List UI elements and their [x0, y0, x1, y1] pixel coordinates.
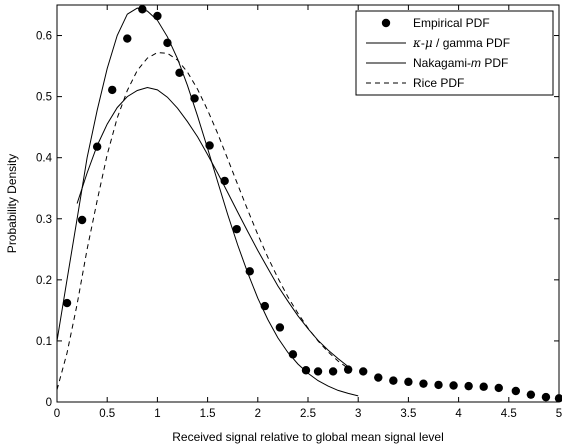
legend-mu-symbol: μ — [425, 36, 433, 50]
empirical-point — [541, 392, 551, 402]
empirical-point — [205, 141, 214, 150]
legend-item-rice: Rice PDF — [366, 76, 464, 90]
empirical-point — [464, 381, 473, 391]
legend-label-kappa-mu: κ-μ / gamma PDF — [412, 36, 510, 50]
empirical-point — [260, 301, 270, 311]
empirical-point — [175, 68, 184, 77]
y-tick-label: 0.3 — [36, 214, 52, 226]
empirical-point — [190, 94, 199, 103]
empirical-point — [404, 377, 413, 387]
x-tick-label: 0 — [54, 408, 60, 420]
empirical-point — [343, 365, 353, 374]
y-tick-label: 0.2 — [36, 275, 52, 287]
x-tick-label: 4.5 — [501, 408, 517, 420]
legend-label-rice: Rice PDF — [413, 76, 464, 90]
empirical-point — [449, 381, 458, 390]
axis-ticks: 0 0.5 1 1.5 2 2.5 3 3.5 4 4.5 5 0 0.1 0.2 0.3 0.4 0.5 0.6 — [36, 5, 562, 420]
empirical-point — [313, 367, 323, 376]
empirical-point — [434, 380, 443, 390]
x-tick-label: 3.5 — [400, 408, 416, 420]
y-tick-label: 0.1 — [36, 336, 52, 348]
legend-kappa-symbol: κ — [412, 36, 421, 50]
curve-rice — [56, 52, 349, 390]
series-curves — [56, 7, 359, 397]
empirical-point — [479, 382, 488, 391]
legend: Empirical PDF κ-μ / gamma PDF Nakagami-m… — [355, 10, 554, 96]
empirical-point — [554, 394, 562, 403]
empirical-point — [494, 383, 503, 393]
empirical-point — [288, 350, 298, 359]
empirical-point — [389, 376, 398, 385]
empirical-point — [123, 34, 132, 43]
y-tick-label: 0.6 — [36, 31, 52, 43]
legend-item-kappa-mu: κ-μ / gamma PDF — [366, 36, 510, 50]
legend-marker-empirical — [381, 18, 391, 28]
legend-item-nakagami: Nakagami-m PDF — [366, 56, 508, 70]
empirical-point — [419, 379, 428, 388]
empirical-point — [301, 366, 311, 375]
empirical-point — [92, 142, 102, 151]
y-tick-label: 0 — [46, 397, 52, 409]
x-tick-label: 1 — [154, 408, 160, 420]
curve-kappa-mu — [56, 7, 359, 397]
empirical-point — [328, 367, 338, 376]
x-tick-label: 5 — [556, 408, 562, 420]
legend-hyphen: - — [421, 36, 425, 50]
plot-area: 0 0.5 1 1.5 2 2.5 3 3.5 4 4.5 5 0 0.1 0.2 0.3 0.4 0.5 0.6 — [36, 4, 562, 420]
x-tick-label: 4 — [455, 408, 462, 420]
empirical-point — [359, 367, 368, 376]
y-tick-label: 0.4 — [36, 153, 53, 165]
empirical-point — [526, 390, 536, 399]
x-tick-label: 3 — [355, 408, 361, 420]
legend-nakagami-prefix: Nakagami- — [413, 56, 471, 70]
x-tick-label: 2.5 — [300, 408, 316, 420]
empirical-point — [153, 11, 162, 21]
x-tick-label: 0.5 — [99, 408, 115, 420]
empirical-point — [275, 323, 285, 332]
empirical-point — [138, 5, 147, 14]
x-axis-title: Received signal relative to global mean … — [172, 430, 444, 444]
legend-m-symbol: m — [471, 56, 481, 70]
x-tick-label: 1.5 — [200, 408, 216, 420]
legend-label-empirical: Empirical PDF — [413, 16, 490, 30]
empirical-point — [163, 38, 172, 48]
y-tick-label: 0.5 — [36, 92, 52, 104]
series-markers — [62, 5, 562, 403]
empirical-point — [511, 386, 521, 396]
x-tick-label: 2 — [255, 408, 261, 420]
empirical-point — [62, 298, 72, 308]
empirical-point — [232, 224, 241, 234]
legend-label-nakagami: Nakagami-m PDF — [413, 56, 508, 70]
legend-nakagami-suffix: PDF — [481, 56, 508, 70]
empirical-point — [108, 85, 117, 95]
legend-item-empirical: Empirical PDF — [381, 16, 490, 30]
empirical-point — [220, 176, 229, 186]
empirical-point — [374, 373, 383, 382]
curve-nakagami — [76, 86, 349, 367]
legend-gamma-text: / gamma PDF — [433, 36, 510, 50]
y-axis-title: Probability Density — [5, 154, 19, 253]
empirical-point — [245, 267, 254, 276]
empirical-point — [77, 215, 87, 225]
